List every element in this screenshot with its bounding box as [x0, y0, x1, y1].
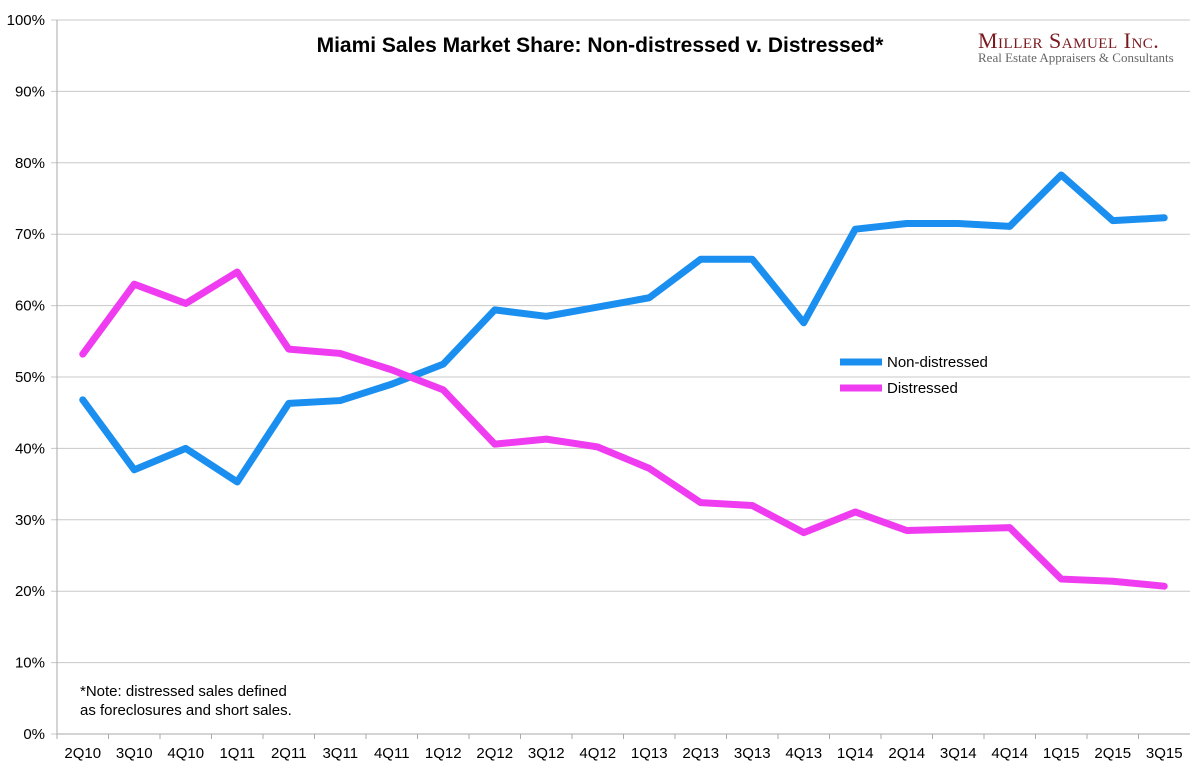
gridlines: [51, 19, 1190, 735]
legend: Non-distressed Distressed: [840, 354, 988, 397]
y-tick-label: 0%: [23, 726, 45, 743]
y-tick-label: 70%: [15, 226, 45, 243]
series-line-distressed: [79, 268, 1168, 590]
x-tick-label: 1Q11: [219, 745, 255, 762]
y-axis: 0% 10% 20% 30% 40% 50% 60% 70% 80% 90% 100%: [7, 12, 58, 743]
x-tick-label: 3Q10: [116, 745, 153, 762]
x-tick-label: 4Q13: [785, 745, 822, 762]
legend-label-distressed: Distressed: [887, 380, 958, 397]
y-tick-label: 80%: [15, 155, 45, 172]
x-tick-label: 1Q12: [425, 745, 462, 762]
x-tick-label: 3Q14: [940, 745, 977, 762]
x-tick-label: 3Q13: [734, 745, 771, 762]
x-tick-label: 1Q13: [631, 745, 668, 762]
logo: Miller Samuel Inc. Real Estate Appraiser…: [978, 28, 1174, 65]
x-tick-label: 2Q13: [682, 745, 719, 762]
y-tick-label: 30%: [15, 512, 45, 529]
x-tick-label: 2Q10: [64, 745, 101, 762]
note-line-2: as foreclosures and short sales.: [80, 702, 292, 719]
y-tick-label: 90%: [15, 83, 45, 100]
y-tick-label: 100%: [7, 12, 45, 29]
x-axis: 2Q10 3Q10 4Q10 1Q11 2Q11 3Q11 4Q11 1Q12 2Q12 3Q12…: [56, 733, 1190, 762]
x-tick-label: 2Q11: [271, 745, 307, 762]
logo-tagline: Real Estate Appraisers & Consultants: [978, 50, 1174, 65]
x-tick-label: 3Q11: [322, 745, 358, 762]
chart-title: Miami Sales Market Share: Non-distressed…: [317, 34, 885, 57]
x-tick-label: 4Q14: [991, 745, 1028, 762]
x-tick-label: 2Q12: [476, 745, 513, 762]
x-tick-label: 4Q11: [374, 745, 410, 762]
y-tick-label: 50%: [15, 369, 45, 386]
x-tick-label: 4Q12: [579, 745, 616, 762]
x-tick-label: 3Q12: [528, 745, 565, 762]
logo-name: Miller Samuel Inc.: [978, 28, 1159, 53]
y-tick-label: 10%: [15, 655, 45, 672]
x-tick-label: 3Q15: [1146, 745, 1183, 762]
y-tick-label: 20%: [15, 583, 45, 600]
y-tick-label: 40%: [15, 440, 45, 457]
x-tick-label: 4Q10: [167, 745, 204, 762]
x-tick-label: 1Q15: [1043, 745, 1080, 762]
note-line-1: *Note: distressed sales defined: [80, 683, 287, 700]
x-tick-label: 1Q14: [837, 745, 874, 762]
series-line-non-distressed: [79, 171, 1168, 486]
series-lines: [79, 171, 1168, 590]
x-tick-label: 2Q14: [888, 745, 925, 762]
y-tick-label: 60%: [15, 298, 45, 315]
x-tick-label: 2Q15: [1094, 745, 1131, 762]
legend-label-non-distressed: Non-distressed: [887, 354, 988, 371]
